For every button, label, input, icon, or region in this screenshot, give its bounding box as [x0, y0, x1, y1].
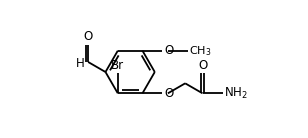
Text: O: O: [165, 87, 174, 100]
Text: H: H: [75, 57, 84, 70]
Text: CH$_3$: CH$_3$: [189, 44, 212, 58]
Text: O: O: [165, 44, 174, 57]
Text: Br: Br: [111, 59, 124, 72]
Text: O: O: [83, 30, 93, 43]
Text: O: O: [198, 59, 207, 72]
Text: NH$_2$: NH$_2$: [224, 86, 248, 101]
